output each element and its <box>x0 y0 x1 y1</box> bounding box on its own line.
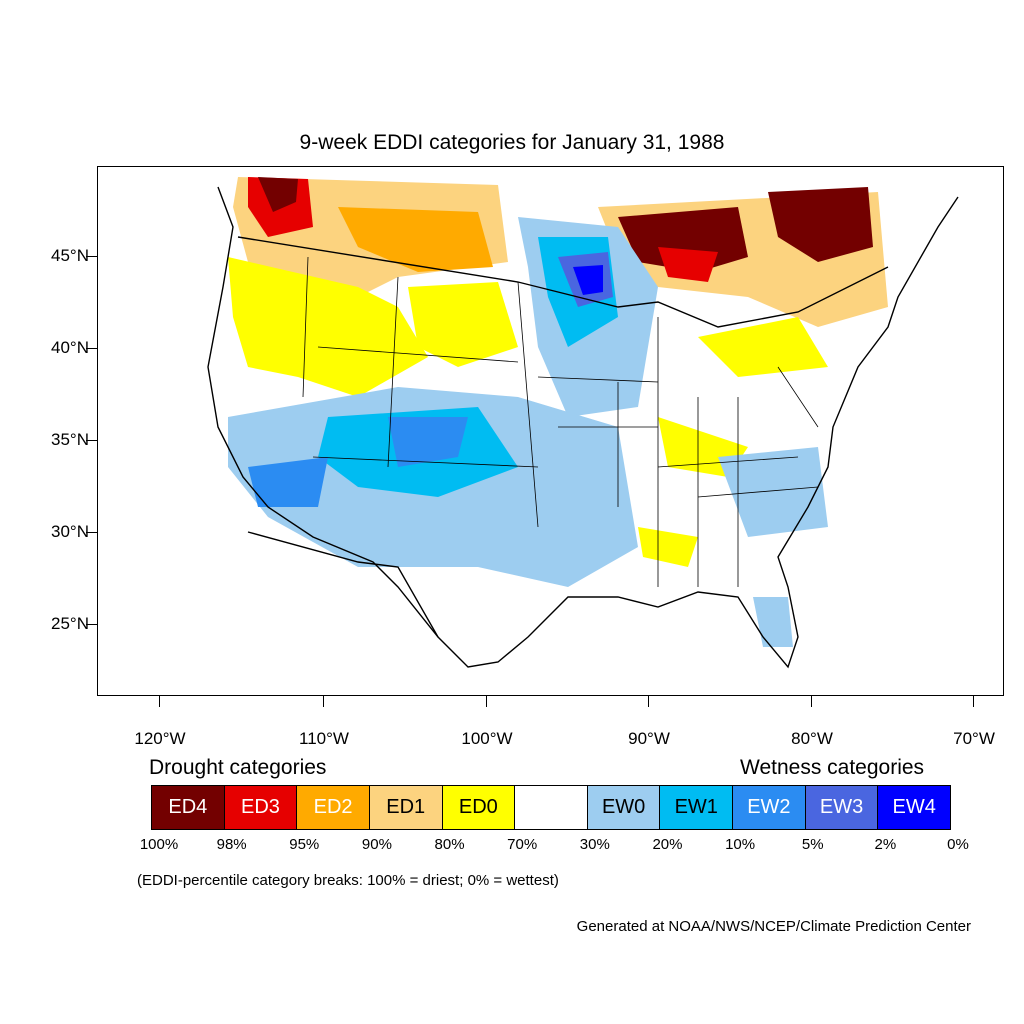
drought-patch-ohio-ed0 <box>698 317 828 377</box>
lat-label: 25°N <box>51 614 89 633</box>
lat-tick <box>86 532 97 534</box>
wet-patch-arizona-ew2 <box>248 457 328 507</box>
legend-swatch-ew1: EW1 <box>659 785 734 830</box>
lon-tick <box>811 696 813 707</box>
lon-label: 100°W <box>461 729 513 748</box>
legend-percent-label: 98% <box>216 836 247 853</box>
legend-percent-label: 70% <box>507 836 538 853</box>
legend-percent-label: 2% <box>874 836 897 853</box>
lon-tick <box>323 696 325 707</box>
eddi-map <box>207 177 959 669</box>
legend-swatch-ed0: ED0 <box>441 785 516 830</box>
legend-swatch-ed1: ED1 <box>368 785 443 830</box>
drought-patch-montana-ed2 <box>338 207 493 272</box>
credit-text: Generated at NOAA/NWS/NCEP/Climate Predi… <box>576 918 971 935</box>
boundaries <box>207 186 959 669</box>
lon-tick <box>486 696 488 707</box>
legend-percent-label: 5% <box>801 836 824 853</box>
drought-patch-idaho-ed4 <box>258 177 298 212</box>
legend-swatch-ew4: EW4 <box>877 785 951 830</box>
lon-label: 110°W <box>299 729 349 748</box>
lon-label: 80°W <box>791 729 833 748</box>
legend-note: (EDDI-percentile category breaks: 100% =… <box>137 872 559 889</box>
map-title: 9-week EDDI categories for January 31, 1… <box>299 131 725 154</box>
wet-patch-carolina-ew0 <box>718 447 828 537</box>
wet-patch-colorado-ew2 <box>388 417 468 467</box>
lat-label: 40°N <box>51 338 89 357</box>
lat-label: 45°N <box>51 246 89 265</box>
legend-percent-label: 80% <box>434 836 465 853</box>
drought-patch-west-ed0 <box>228 257 428 397</box>
lat-label: 35°N <box>51 430 89 449</box>
legend-swatch-ed3: ED3 <box>223 785 298 830</box>
legend-percent-label: 95% <box>289 836 320 853</box>
drought-patch-alabama-ed0 <box>638 527 698 567</box>
legend-swatch-ew0: EW0 <box>586 785 661 830</box>
legend-percent-label: 20% <box>652 836 683 853</box>
lat-tick <box>86 624 97 626</box>
lon-label: 90°W <box>628 729 670 748</box>
legend-swatch-neutral <box>514 785 588 830</box>
drought-categories-heading: Drought categories <box>149 756 327 779</box>
lat-label: 30°N <box>51 522 89 541</box>
lon-tick <box>648 696 650 707</box>
state-lines <box>302 256 819 587</box>
wet-patch-florida-ew0 <box>753 597 793 647</box>
legend-percent-label: 0% <box>947 836 969 853</box>
drought-patch-dakota-ed0 <box>408 282 518 367</box>
map-panel <box>97 166 1004 696</box>
lon-tick <box>159 696 161 707</box>
wet-patch-superior-ew4 <box>573 265 603 295</box>
canada-border <box>237 236 889 328</box>
legend-percent-label: 100% <box>139 836 179 853</box>
mexico-border <box>247 531 439 638</box>
legend-swatch-ed2: ED2 <box>296 785 370 830</box>
lon-label: 120°W <box>134 729 186 748</box>
lat-tick <box>86 440 97 442</box>
legend-percent-label: 90% <box>361 836 392 853</box>
lat-tick <box>86 256 97 258</box>
legend-swatch-ed4: ED4 <box>151 785 225 830</box>
lat-tick <box>86 348 97 350</box>
legend-swatch-ew2: EW2 <box>732 785 806 830</box>
drought-patch-ontario-ed3 <box>658 247 718 282</box>
legend-swatch-ew3: EW3 <box>804 785 879 830</box>
lon-tick <box>973 696 975 707</box>
wetness-categories-heading: Wetness categories <box>740 756 925 779</box>
category-patches <box>228 177 888 647</box>
legend-percent-label: 10% <box>725 836 756 853</box>
us-outline <box>207 186 959 669</box>
lon-label: 70°W <box>953 729 995 748</box>
drought-patch-quebec-ed4 <box>768 187 873 262</box>
legend-percent-label: 30% <box>579 836 610 853</box>
